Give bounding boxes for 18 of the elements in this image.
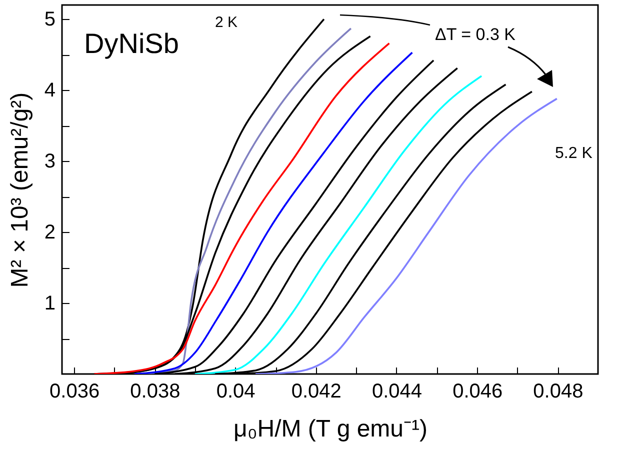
x-tick-label: 0.04 — [216, 380, 256, 402]
y-tick-label: 1 — [44, 292, 56, 315]
annotation: 5.2 K — [555, 145, 593, 162]
y-tick-label: 5 — [44, 8, 56, 31]
y-tick-label: 2 — [44, 222, 56, 244]
y-axis-title: M² × 10³ (emu²/g²) — [6, 92, 34, 288]
x-axis-title: μ₀H/M (T g emu⁻¹) — [233, 416, 428, 442]
x-tick-label: 0.038 — [130, 380, 180, 402]
x-tick-label: 0.036 — [50, 380, 100, 402]
x-tick-label: 0.046 — [452, 380, 503, 402]
y-tick-label: 4 — [44, 80, 56, 102]
x-tick-label: 0.044 — [372, 380, 422, 402]
annotation: DyNiSb — [84, 28, 179, 59]
x-tick-label: 0.042 — [291, 380, 342, 402]
y-tick-label: 3 — [44, 150, 56, 173]
annotation: 2 K — [215, 14, 238, 31]
x-tick-label: 0.048 — [533, 380, 584, 402]
annotation: ΔT = 0.3 K — [435, 25, 516, 44]
